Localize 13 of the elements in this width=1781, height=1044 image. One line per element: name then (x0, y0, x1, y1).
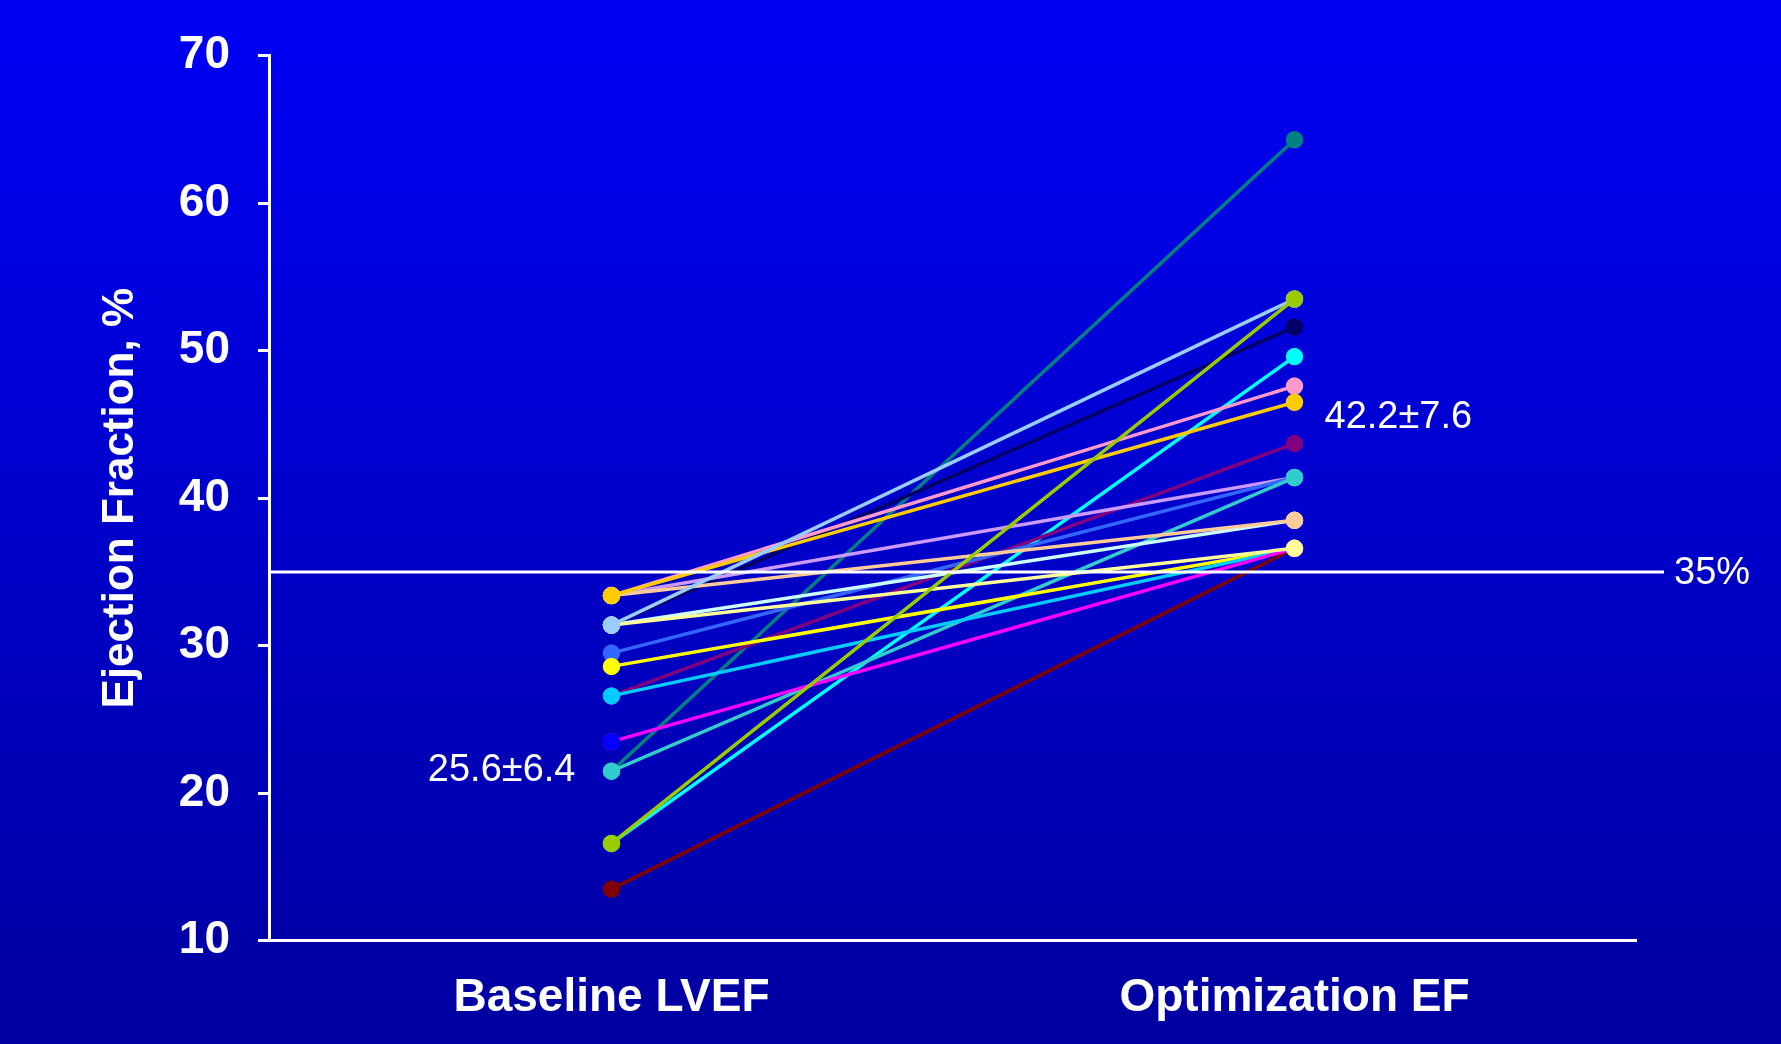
y-tick-label: 50 (178, 321, 230, 374)
y-tick-label: 30 (178, 616, 230, 669)
ref-line-label: 35% (1674, 550, 1751, 593)
annotation: 25.6±6.4 (427, 747, 576, 790)
x-tick-label: Optimization EF (1119, 969, 1470, 1022)
y-tick-label: 20 (178, 763, 230, 816)
y-tick-label: 10 (178, 911, 230, 964)
y-tick-label: 70 (178, 26, 230, 79)
annotation: 42.2±7.6 (1324, 393, 1473, 436)
x-tick-label: Baseline LVEF (453, 969, 770, 1022)
y-tick-label: 60 (178, 173, 230, 226)
y-axis-title: Ejection Fraction, % (92, 287, 142, 709)
y-tick-label: 40 (178, 468, 230, 521)
